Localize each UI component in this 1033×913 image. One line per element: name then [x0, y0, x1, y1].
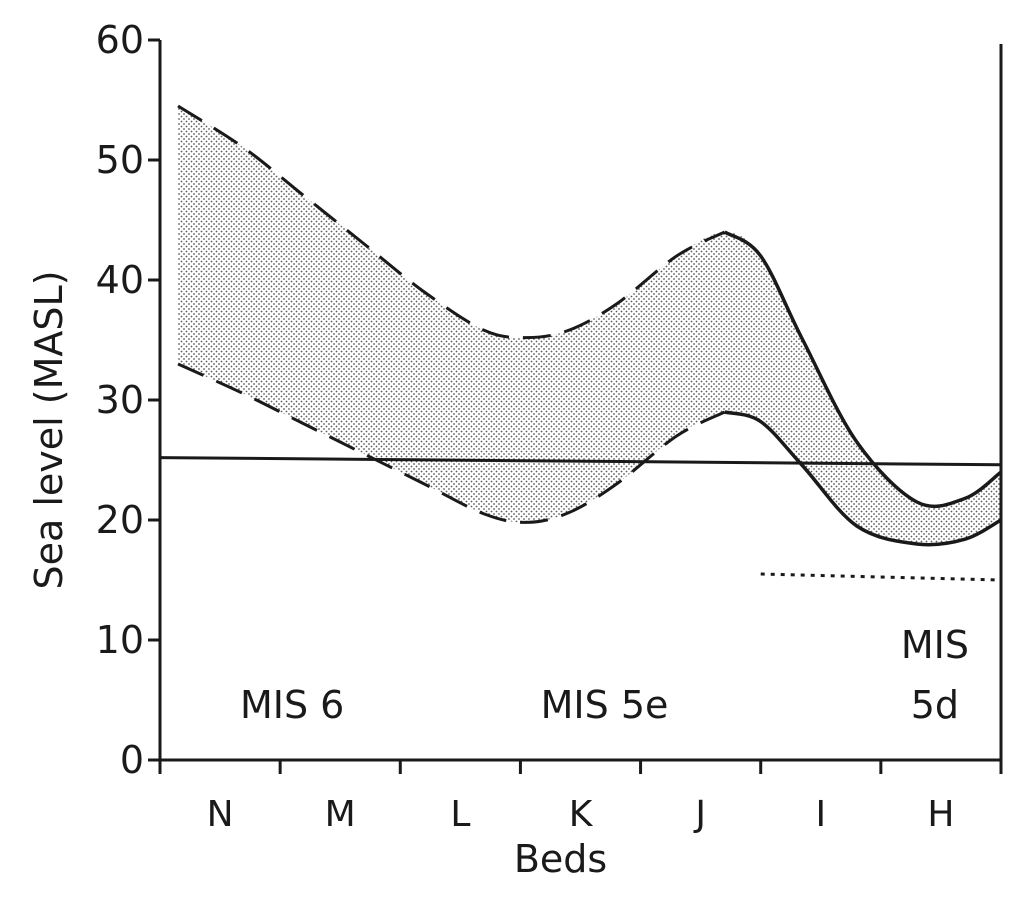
dotted-level-line — [760, 572, 1002, 582]
period-label: MIS 5e — [541, 683, 669, 727]
y-tick-label: 50 — [96, 138, 144, 182]
sea-level-range-band — [178, 106, 1001, 545]
x-category-label: J — [693, 794, 706, 835]
x-category-label: M — [325, 794, 356, 835]
x-category-label: K — [569, 794, 594, 835]
x-category-label: N — [207, 794, 234, 835]
x-category-label: H — [927, 794, 954, 835]
period-label: 5d — [911, 683, 959, 727]
x-category-label: L — [450, 794, 470, 835]
y-tick-label: 40 — [96, 258, 144, 302]
y-tick-label: 10 — [96, 618, 144, 662]
period-label: MIS 6 — [240, 683, 344, 727]
x-axis-label: Beds — [514, 837, 607, 881]
y-tick-label: 0 — [120, 738, 144, 782]
upper-bound-line-solid — [723, 230, 1003, 509]
period-label: MIS — [901, 623, 969, 667]
y-axis-label: Sea level (MASL) — [27, 270, 71, 589]
period-annotations: MIS 6 MIS 5e MIS 5d — [240, 623, 969, 727]
y-tick-label: 20 — [96, 498, 144, 542]
reference-sea-level-line — [159, 456, 1002, 467]
x-category-label: I — [815, 794, 826, 835]
reference-lines — [159, 456, 1002, 582]
range-boundary-lines — [177, 104, 1003, 547]
y-axis-ticks: 0 10 20 30 40 50 60 — [96, 18, 160, 782]
lower-bound-line-solid — [724, 410, 1002, 547]
y-tick-label: 60 — [96, 18, 144, 62]
y-tick-label: 30 — [96, 378, 144, 422]
upper-bound-line-dashed — [177, 104, 726, 340]
